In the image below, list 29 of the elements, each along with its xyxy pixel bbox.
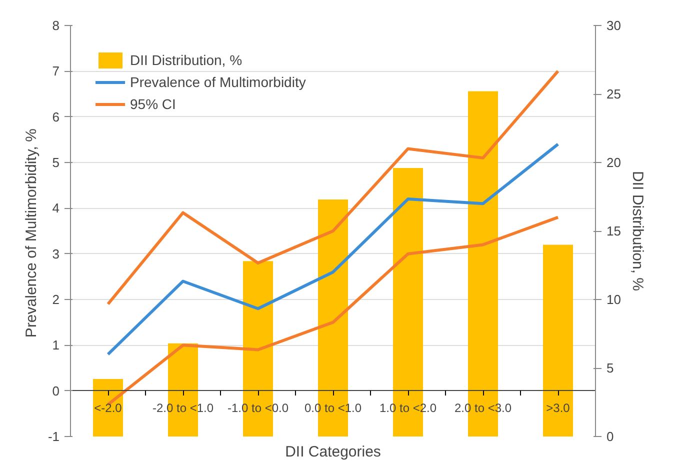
y-tick-label: -1: [48, 429, 60, 444]
line-series: [106, 70, 560, 306]
x-tick-label: >3.0: [546, 400, 570, 415]
bar: [543, 244, 573, 436]
y-tick-label: 5: [52, 155, 60, 170]
y-tick-label: 4: [52, 200, 60, 216]
y-axis-title: Prevalence of Multimorbidity, %: [22, 128, 40, 338]
y-tick-label: 6: [52, 109, 60, 124]
x-tick-label: <-2.0: [94, 400, 122, 415]
y2-tick-label: 10: [606, 292, 621, 307]
y2-tick-label: 25: [606, 86, 621, 102]
y2-tick-label: 20: [606, 155, 621, 170]
x-axis-title: DII Categories: [285, 444, 381, 460]
legend-label: DII Distribution, %: [130, 52, 242, 68]
y-tick-label: 0: [52, 383, 60, 398]
legend-label: Prevalence of Multimorbidity: [130, 74, 306, 90]
y2-tick-label: 30: [606, 18, 621, 33]
y-tick-label: 2: [52, 292, 60, 307]
y2-tick-label: 5: [606, 360, 614, 376]
y-tick-label: 3: [52, 246, 60, 262]
line-series: [106, 142, 560, 356]
bar: [93, 378, 123, 436]
y-tick-label: 7: [52, 64, 60, 79]
y2-tick-label: 0: [606, 429, 614, 444]
y-tick-label: 8: [52, 18, 60, 33]
legend-label: 95% CI: [130, 96, 176, 112]
y-tick-label: 1: [52, 338, 60, 353]
y2-tick-label: 15: [606, 224, 621, 238]
y2-axis-title: DII Distribution, %: [628, 170, 646, 292]
